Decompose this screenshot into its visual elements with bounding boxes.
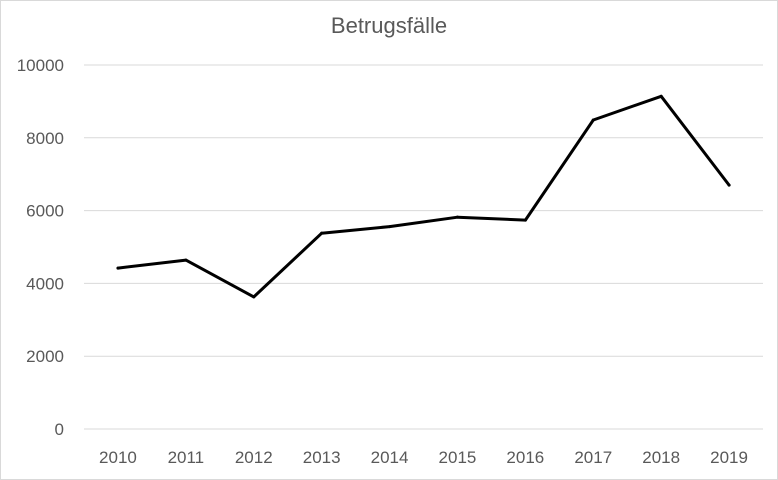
y-tick-label: 6000 <box>26 202 64 221</box>
data-point <box>184 258 188 262</box>
data-point <box>116 266 120 270</box>
x-tick-label: 2015 <box>439 448 477 467</box>
data-point <box>659 94 663 98</box>
series-line <box>116 94 731 299</box>
series-layer <box>116 94 731 299</box>
x-tick-label: 2011 <box>168 448 205 467</box>
data-point <box>727 183 731 187</box>
y-tick-label: 8000 <box>26 129 64 148</box>
x-tick-label: 2016 <box>506 448 544 467</box>
x-tick-label: 2018 <box>642 448 680 467</box>
x-tick-label: 2013 <box>303 448 341 467</box>
axis-layer: 0 2000 4000 6000 8000 10000 2010 2011 2012 2013 20… <box>17 56 748 467</box>
y-tick-label: 4000 <box>26 274 64 293</box>
x-tick-label: 2010 <box>99 448 137 467</box>
grid-layer <box>84 64 763 430</box>
chart-title: Betrugsfälle <box>330 13 448 38</box>
x-tick-label: 2014 <box>371 448 409 467</box>
data-point <box>523 218 527 222</box>
x-tick-label: 2019 <box>710 448 748 467</box>
x-tick-label: 2017 <box>574 448 612 467</box>
data-point <box>252 295 256 299</box>
y-tick-label: 10000 <box>17 56 64 75</box>
data-point <box>320 231 324 235</box>
x-tick-label: 2012 <box>235 448 273 467</box>
data-point <box>388 225 392 229</box>
y-tick-label: 0 <box>55 420 64 439</box>
data-point <box>455 215 459 219</box>
data-point <box>591 118 595 122</box>
y-tick-label: 2000 <box>26 347 64 366</box>
